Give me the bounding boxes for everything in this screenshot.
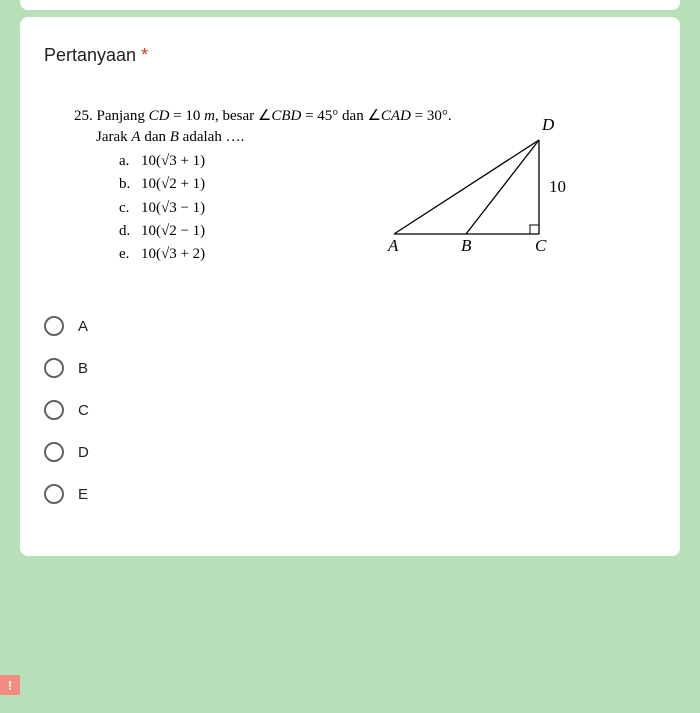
required-star: * (141, 45, 148, 65)
radio-icon (44, 358, 64, 378)
option-label: A (78, 318, 88, 335)
question-card: Pertanyaan * 25. Panjang CD = 10 m, besa… (20, 17, 680, 556)
question-content: 25. Panjang CD = 10 m, besar ∠CBD = 45° … (74, 106, 656, 266)
option-label: B (78, 360, 88, 377)
diagram-label-d: D (541, 115, 555, 134)
triangle-diagram: D A B C 10 (374, 104, 594, 244)
diagram-label-10: 10 (549, 177, 566, 196)
option-b[interactable]: B (44, 358, 656, 378)
radio-icon (44, 316, 64, 336)
options-group: A B C D E (44, 316, 656, 504)
option-label: C (78, 402, 89, 419)
alert-icon[interactable]: ! (0, 675, 20, 695)
diagram-svg: D A B C 10 (374, 104, 594, 254)
question-title: Pertanyaan * (44, 45, 656, 66)
radio-icon (44, 400, 64, 420)
diagram-label-a: A (387, 236, 399, 254)
diagram-label-c: C (535, 236, 547, 254)
option-label: E (78, 486, 88, 503)
option-a[interactable]: A (44, 316, 656, 336)
option-e[interactable]: E (44, 484, 656, 504)
option-d[interactable]: D (44, 442, 656, 462)
radio-icon (44, 442, 64, 462)
option-c[interactable]: C (44, 400, 656, 420)
diagram-label-b: B (461, 236, 472, 254)
title-text: Pertanyaan (44, 45, 141, 65)
radio-icon (44, 484, 64, 504)
option-label: D (78, 444, 89, 461)
